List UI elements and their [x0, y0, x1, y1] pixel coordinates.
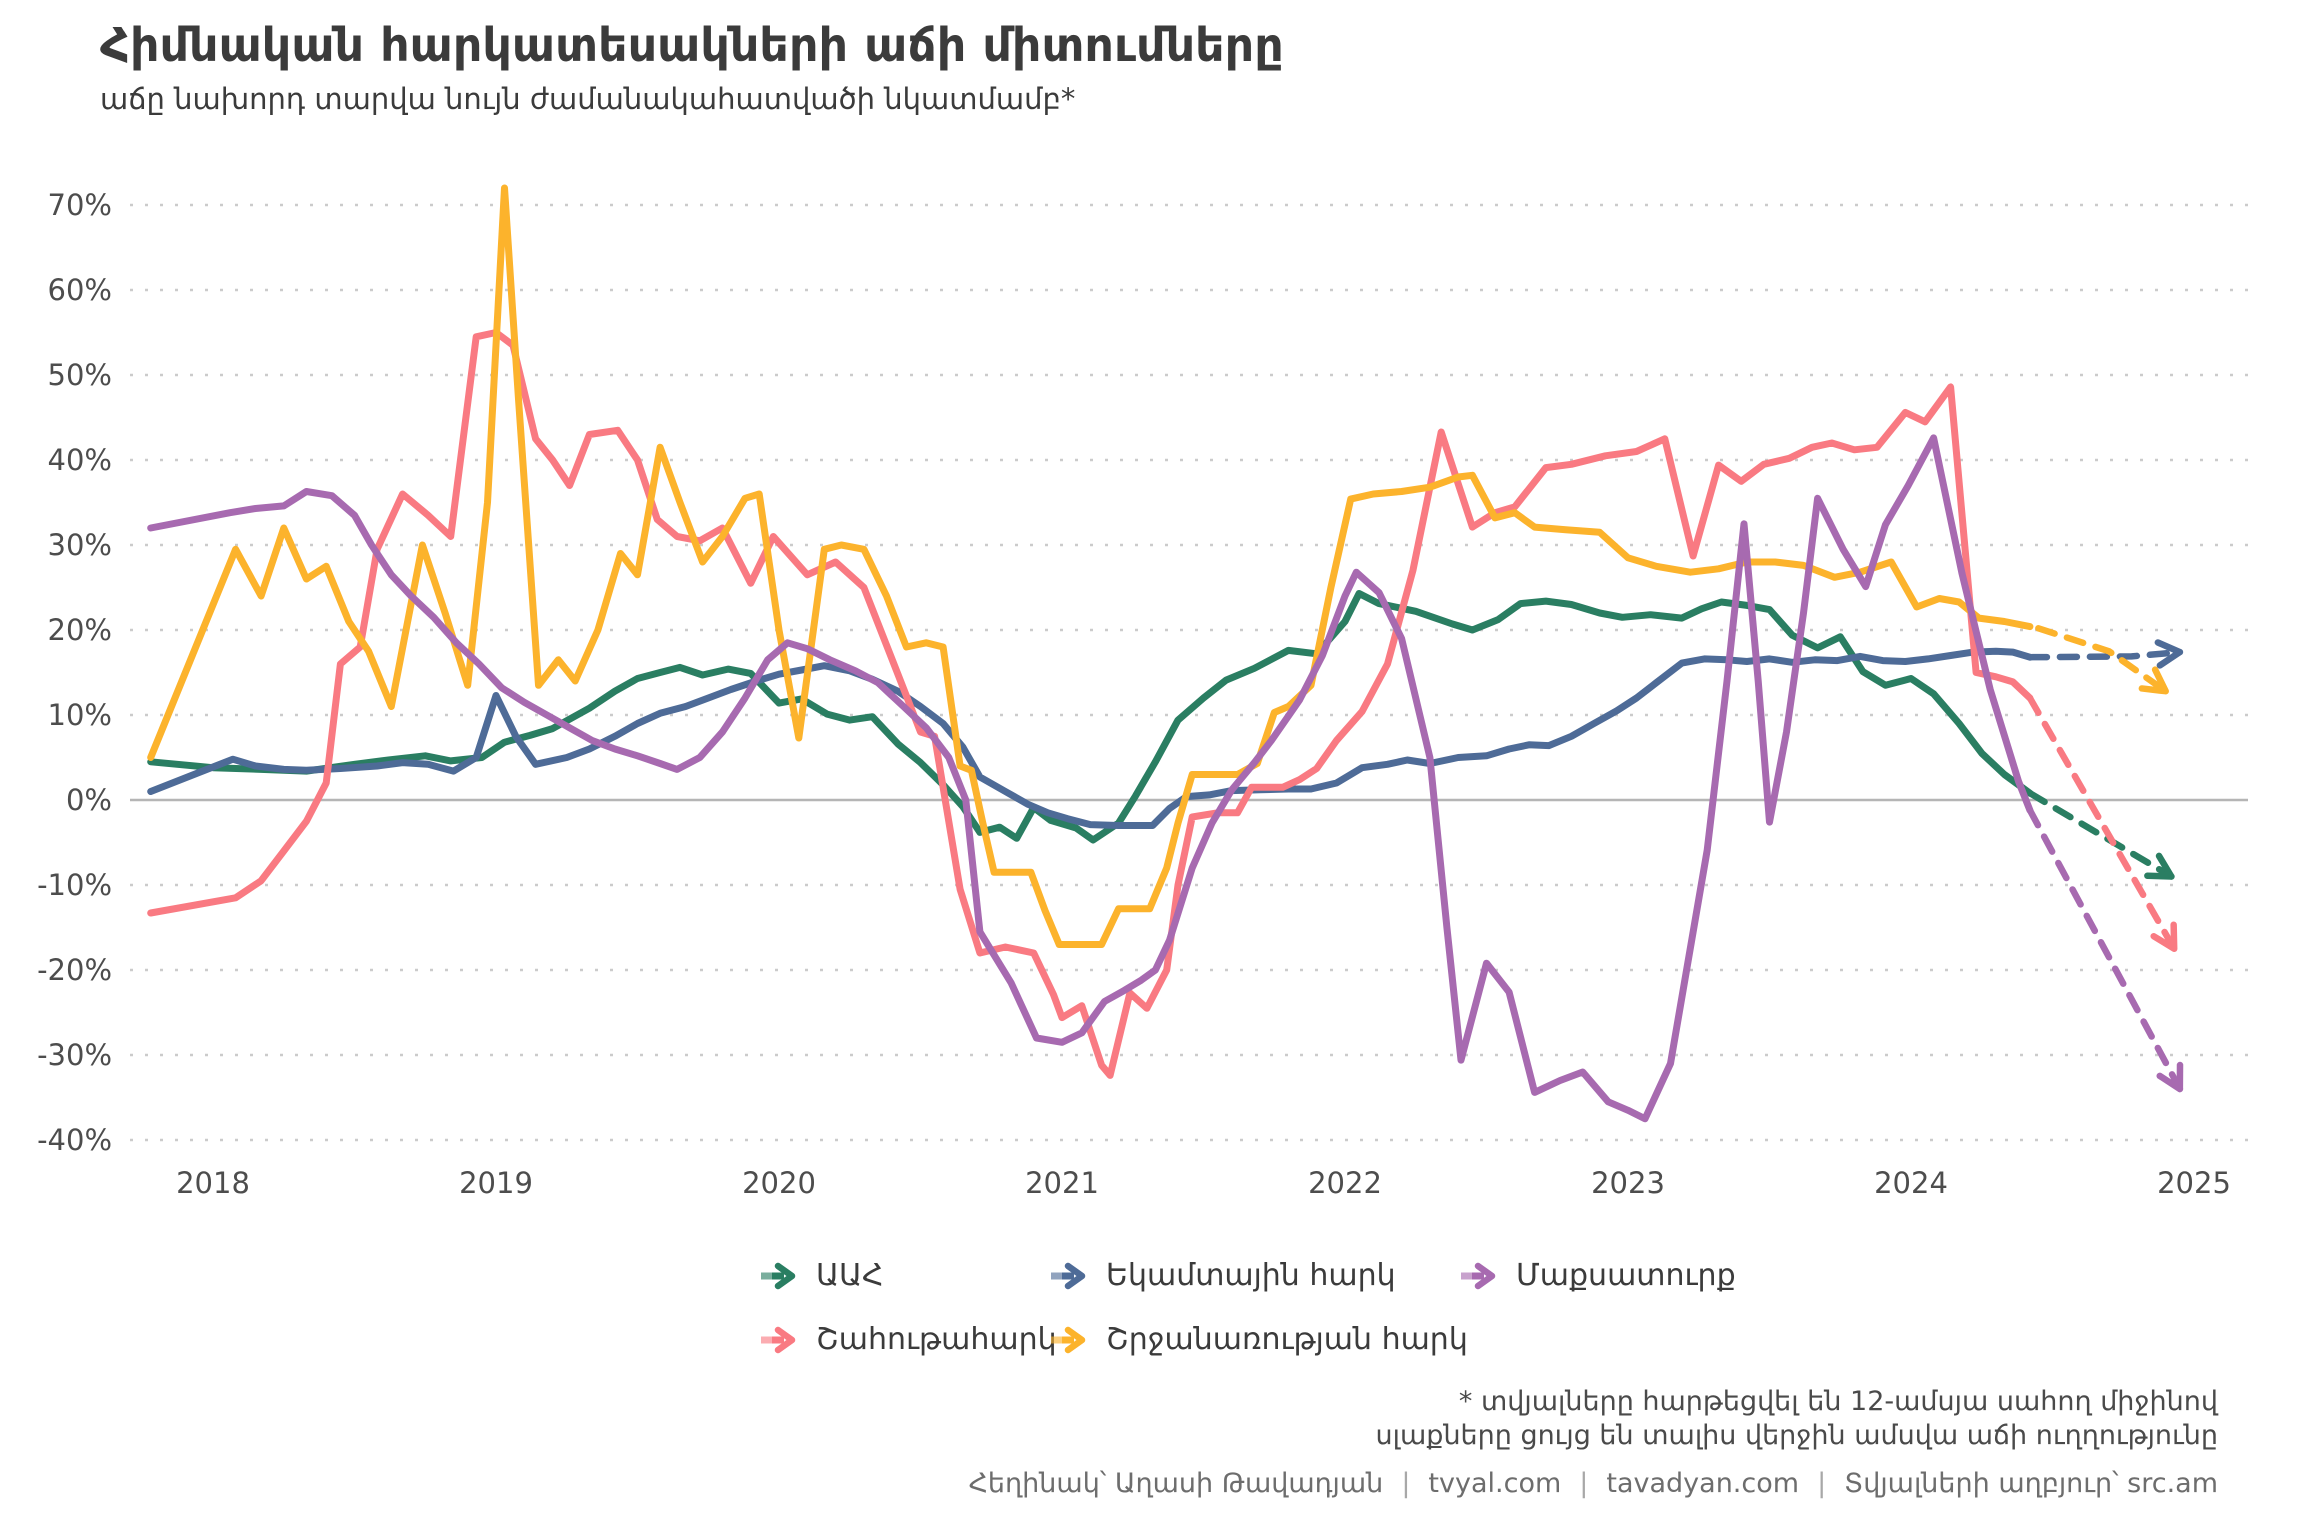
- y-axis-tick: -30%: [37, 1038, 112, 1072]
- series-line: [147, 184, 2034, 948]
- x-axis-tick: 2023: [1591, 1166, 1665, 1200]
- legend-item-customs-duty: Մաքսատուրք: [1458, 1258, 1736, 1293]
- legend-item-turnover-tax: Շրջանառության հարկ: [1048, 1322, 1468, 1357]
- y-axis-tick: -10%: [37, 868, 112, 902]
- legend-label: ԱԱՀ: [816, 1258, 884, 1293]
- series-line: [147, 329, 2034, 1079]
- x-axis-tick: 2022: [1308, 1166, 1382, 1200]
- series-forecast-line: [2026, 648, 2184, 661]
- arrow-icon: [761, 1262, 796, 1289]
- credit-separator: |: [1817, 1468, 1827, 1499]
- arrow-icon: [1461, 1262, 1496, 1289]
- legend-item-aah: ԱԱՀ: [758, 1258, 883, 1293]
- y-axis-tick: -20%: [37, 953, 112, 987]
- legend-label: Շրջանառության հարկ: [1106, 1322, 1468, 1357]
- credit-separator: |: [1579, 1468, 1589, 1499]
- series-forecast-line: [2026, 806, 2184, 1093]
- forecast-arrowhead-icon: [2156, 1061, 2184, 1093]
- x-axis-tick: 2025: [2157, 1166, 2231, 1200]
- x-axis-tick: 2024: [1874, 1166, 1948, 1200]
- series-line: [147, 647, 2034, 829]
- series-line: [147, 434, 2034, 1123]
- legend-item-income-tax: Եկամտային հարկ: [1048, 1258, 1396, 1293]
- y-axis-tick: 20%: [48, 613, 112, 647]
- forecast-arrowhead-icon: [2150, 921, 2178, 952]
- legend-label: Եկամտային հարկ: [1106, 1258, 1396, 1293]
- credit-site-tavadyan: tavadyan.com: [1606, 1468, 1800, 1499]
- credit-source: Տվյալների աղբյուր՝ src.am: [1844, 1468, 2218, 1499]
- x-axis-tick: 2019: [459, 1166, 533, 1200]
- credit-line: Հեղինակ՝ Աղասի Թավադյան | tvyal.com | tavady…: [969, 1468, 2218, 1499]
- y-axis-tick: 10%: [48, 698, 112, 732]
- credit-author: Հեղինակ՝ Աղասի Թավադյան: [968, 1468, 1384, 1499]
- x-axis-tick: 2020: [742, 1166, 816, 1200]
- arrow-icon: [1051, 1326, 1086, 1353]
- y-axis-tick: 60%: [48, 273, 112, 307]
- forecast-arrowhead-icon: [2138, 666, 2169, 695]
- series-line: [147, 590, 2034, 844]
- credit-site-tvyal: tvyal.com: [1428, 1468, 1562, 1499]
- y-axis-tick: 40%: [48, 443, 112, 477]
- x-axis-tick: 2018: [176, 1166, 250, 1200]
- forecast-arrowhead-icon: [2154, 639, 2184, 669]
- y-axis-tick: 50%: [48, 358, 112, 392]
- footnote-line-2: սլաքները ցույց են տալիս վերջին ամսվա աճի…: [1375, 1420, 2218, 1451]
- y-axis-tick: 70%: [48, 188, 112, 222]
- page-title: Հիմնական հարկատեսակների աճի միտումները: [100, 18, 1284, 72]
- y-axis-tick: -40%: [37, 1123, 112, 1157]
- series-forecast-line: [2026, 789, 2175, 880]
- legend-label: Շահութահարկ: [816, 1322, 1057, 1357]
- legend-label: Մաքսատուրք: [1516, 1258, 1736, 1293]
- arrow-icon: [1051, 1262, 1086, 1289]
- arrow-icon: [761, 1326, 796, 1353]
- series-forecast-line: [2026, 694, 2178, 953]
- series-forecast-line: [2035, 625, 2169, 695]
- y-axis-tick: 30%: [48, 528, 112, 562]
- x-axis-tick: 2021: [1025, 1166, 1099, 1200]
- credit-separator: |: [1401, 1468, 1411, 1499]
- page-subtitle: աճը նախորդ տարվա նույն ժամանակահատվածի ն…: [100, 82, 1076, 116]
- footnote-line-1: * տվյալները հարթեցվել են 12-ամսյա սահող …: [1458, 1386, 2218, 1417]
- y-axis-tick: 0%: [66, 783, 112, 817]
- legend-item-profit-tax: Շահութահարկ: [758, 1322, 1057, 1357]
- forecast-arrowhead-icon: [2144, 852, 2175, 880]
